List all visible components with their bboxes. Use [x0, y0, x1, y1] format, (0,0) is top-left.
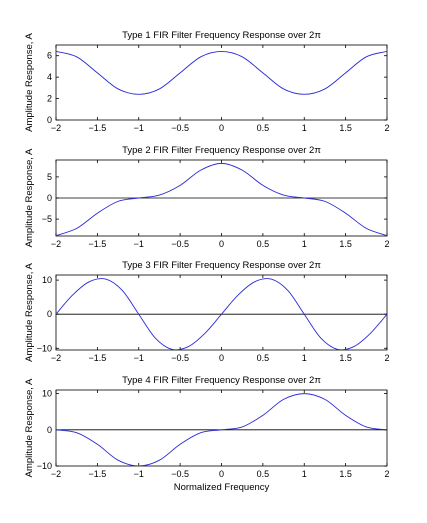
x-tick-label: −0.5 [171, 469, 189, 479]
x-tick-label: −1.5 [88, 353, 106, 363]
x-tick-label: −2 [51, 123, 61, 133]
x-tick-label: 0 [219, 469, 224, 479]
chart-title-2: Type 2 FIR Filter Frequency Response ove… [122, 145, 321, 156]
x-tick-label: −2 [51, 353, 61, 363]
chart-title-3: Type 3 FIR Filter Frequency Response ove… [122, 260, 321, 271]
y-tick-label: −5 [42, 214, 52, 224]
y-tick-label: 0 [47, 115, 52, 125]
y-axis-label-1: Amplitude Response, A [24, 32, 35, 131]
y-tick-label: −10 [37, 343, 52, 353]
x-tick-label: −0.5 [171, 123, 189, 133]
response-curve-2 [56, 162, 387, 236]
x-tick-label: 1 [302, 469, 307, 479]
x-tick-label: −0.5 [171, 353, 189, 363]
x-tick-label: 0 [219, 353, 224, 363]
y-axis-label-2: Amplitude Response, A [24, 148, 35, 247]
y-tick-label: 0 [47, 425, 52, 435]
x-tick-label: 0.5 [257, 469, 270, 479]
y-tick-label: 10 [42, 275, 52, 285]
response-curve-3 [56, 278, 387, 350]
x-tick-label: −1.5 [88, 239, 106, 249]
y-axis-label-3: Amplitude Response, A [24, 262, 35, 361]
response-curve-4 [56, 393, 387, 466]
x-tick-label: −1.5 [88, 123, 106, 133]
x-tick-label: −1 [134, 239, 144, 249]
y-tick-label: 0 [47, 309, 52, 319]
x-tick-label: −0.5 [171, 239, 189, 249]
x-tick-label: 2 [384, 239, 389, 249]
chart-title-1: Type 1 FIR Filter Frequency Response ove… [122, 30, 321, 41]
x-tick-label: 2 [384, 123, 389, 133]
x-axis-label: Normalized Frequency [174, 482, 270, 493]
x-tick-label: 1 [302, 239, 307, 249]
y-tick-label: 4 [47, 72, 52, 82]
y-tick-label: 6 [47, 51, 52, 61]
x-tick-label: 1 [302, 353, 307, 363]
x-tick-label: −1 [134, 353, 144, 363]
response-curve-1 [56, 50, 387, 95]
y-tick-label: 10 [42, 389, 52, 399]
y-tick-label: 2 [47, 94, 52, 104]
x-tick-label: −2 [51, 469, 61, 479]
y-axis-label-4: Amplitude Response, A [24, 378, 35, 477]
y-tick-label: −10 [37, 461, 52, 471]
x-tick-label: 1.5 [339, 469, 352, 479]
x-tick-label: 1.5 [339, 123, 352, 133]
x-tick-label: 1.5 [339, 353, 352, 363]
chart-title-4: Type 4 FIR Filter Frequency Response ove… [122, 375, 321, 386]
x-tick-label: 2 [384, 353, 389, 363]
x-tick-label: 0.5 [257, 239, 270, 249]
x-tick-label: 0.5 [257, 123, 270, 133]
x-tick-label: 0.5 [257, 353, 270, 363]
x-tick-label: −1 [134, 469, 144, 479]
x-tick-label: 1 [302, 123, 307, 133]
y-tick-label: 5 [47, 172, 52, 182]
x-tick-label: 0 [219, 123, 224, 133]
x-tick-label: −1.5 [88, 469, 106, 479]
x-tick-label: −1 [134, 123, 144, 133]
x-tick-label: −2 [51, 239, 61, 249]
x-tick-label: 0 [219, 239, 224, 249]
x-tick-label: 1.5 [339, 239, 352, 249]
x-tick-label: 2 [384, 469, 389, 479]
y-tick-label: 0 [47, 193, 52, 203]
